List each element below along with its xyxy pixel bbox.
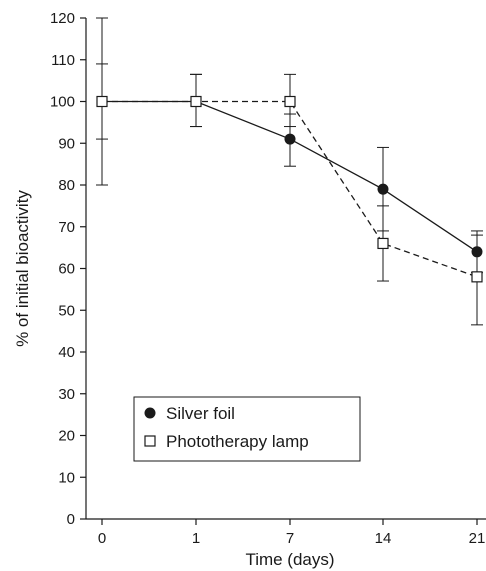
y-tick-label: 0 <box>67 511 75 528</box>
y-tick-label: 50 <box>58 302 75 319</box>
y-tick-label: 60 <box>58 261 75 278</box>
y-axis-title: % of initial bioactivity <box>13 190 32 347</box>
data-point <box>471 246 483 258</box>
series-line-phototherapy-lamp <box>102 100 478 278</box>
legend-label-silver-foil: Silver foil <box>166 404 235 423</box>
y-tick-label: 90 <box>58 135 75 152</box>
x-tick-label: 0 <box>98 530 106 547</box>
data-point <box>471 271 483 283</box>
data-point <box>377 183 389 195</box>
x-tick-label: 21 <box>469 530 486 547</box>
y-tick-label: 110 <box>51 52 75 69</box>
y-tick-label: 30 <box>58 386 75 403</box>
y-tick-label: 40 <box>58 344 75 361</box>
x-tick-label: 7 <box>286 530 294 547</box>
x-tick-label: 1 <box>192 530 200 547</box>
legend-label-phototherapy-lamp: Phototherapy lamp <box>166 432 309 451</box>
y-tick-label: 80 <box>58 177 75 194</box>
markers-phototherapy-lamp <box>96 95 483 283</box>
data-point <box>190 95 202 108</box>
y-tick-label: 20 <box>58 428 75 445</box>
y-tick-label: 120 <box>50 10 75 27</box>
legend-marker-silver-foil <box>144 407 156 419</box>
x-tick-label: 14 <box>375 530 392 547</box>
y-tick-label: 70 <box>58 219 75 236</box>
data-point <box>96 95 108 108</box>
legend-marker-phototherapy-lamp <box>144 435 156 447</box>
data-point <box>377 237 389 250</box>
axes: 0 10 20 30 40 50 60 70 80 90 100 110 120 0 1 7 14 21 <box>50 10 486 547</box>
x-axis-title: Time (days) <box>245 550 334 569</box>
y-tick-label: 100 <box>50 94 75 111</box>
legend: Silver foil Phototherapy lamp <box>133 396 361 462</box>
data-point <box>284 95 296 108</box>
legend-box <box>133 396 361 462</box>
error-bars-phototherapy-lamp <box>96 17 483 326</box>
y-tick-label: 10 <box>58 469 75 486</box>
data-point <box>284 133 296 145</box>
series-layer <box>96 17 483 326</box>
